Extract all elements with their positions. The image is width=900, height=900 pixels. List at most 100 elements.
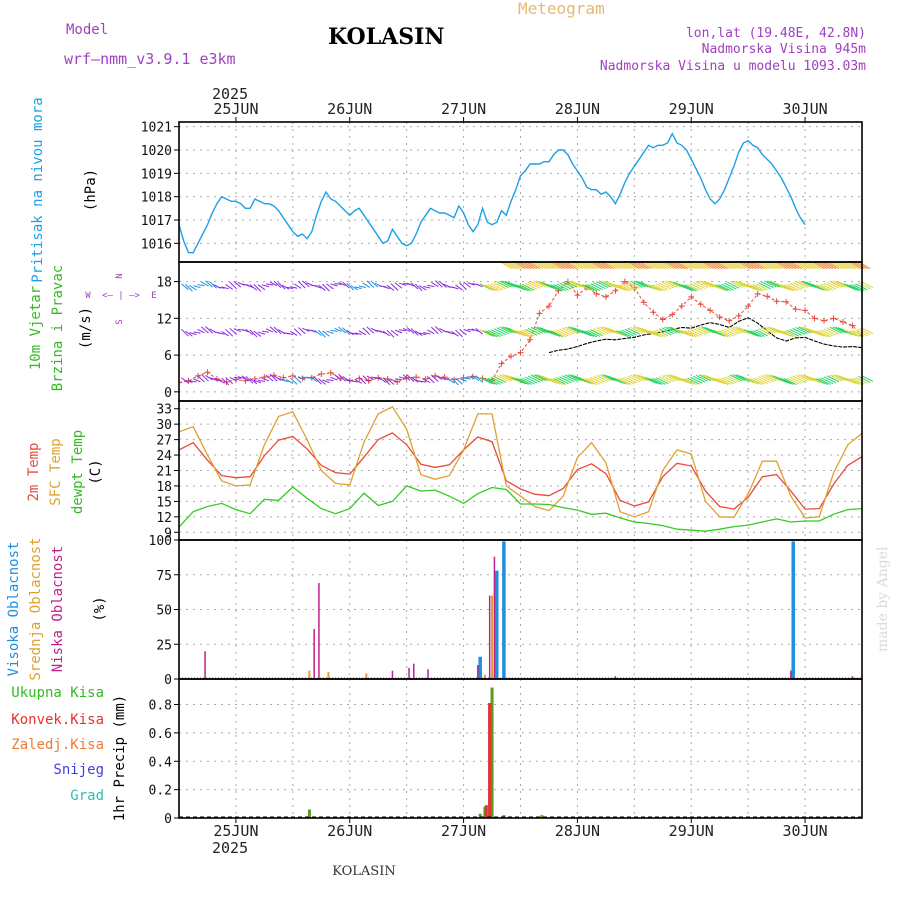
cloud-bar [408, 667, 410, 679]
wind-barb [479, 283, 492, 291]
wind-barb [302, 327, 310, 332]
wind-barb [655, 329, 669, 337]
wind-barb [684, 330, 697, 338]
wind-barb [326, 330, 334, 335]
pressure-line [178, 132, 806, 254]
precip-bar [540, 815, 544, 818]
wind-barb [650, 330, 663, 338]
cloud-title-low: Niska Oblacnost [50, 546, 66, 672]
wind-barb [760, 262, 771, 270]
wind-barb [225, 329, 234, 337]
wind-barb [768, 262, 780, 270]
wind-barb [459, 328, 467, 336]
wind-barb [205, 375, 213, 381]
wind-barb [724, 282, 737, 290]
temperature-ytick-label: 15 [156, 495, 172, 510]
wind-barb [370, 327, 379, 333]
wind-barb [443, 330, 451, 333]
wind-barb [482, 330, 495, 337]
wind-gust-marker [640, 299, 647, 306]
wind-barb [556, 283, 569, 291]
wind-barb [636, 374, 649, 382]
wind-barb [755, 283, 768, 291]
wind-barb [629, 262, 640, 270]
wind-barb [314, 329, 322, 336]
wind-gust-marker [517, 349, 524, 356]
wind-gust-marker [688, 293, 695, 300]
wind-barb [185, 379, 193, 384]
wind-barb [687, 284, 700, 291]
wind-barb [690, 376, 703, 384]
wind-barb [584, 378, 598, 386]
wind-barb [795, 326, 808, 334]
wind-barb [758, 376, 771, 383]
wind-barb [193, 285, 201, 289]
wind-barb [358, 376, 367, 385]
wind-barb [398, 282, 407, 286]
wind-barb [463, 281, 471, 288]
wind-barb [820, 329, 834, 337]
wind-barb [505, 374, 518, 382]
wind-barb [547, 284, 561, 291]
wind-barb [350, 380, 358, 383]
wind-barb [789, 328, 803, 336]
wind-barb [589, 262, 601, 270]
wind-barb [564, 280, 578, 288]
wind-barb [846, 330, 860, 337]
wind-barb [687, 377, 700, 385]
wind-barb [536, 280, 549, 288]
wind-barb [562, 375, 575, 383]
wind-barb [538, 262, 549, 270]
wind-barb [829, 374, 842, 382]
wind-barb [322, 379, 330, 384]
wind-barb [766, 280, 780, 288]
wind-barb [746, 284, 760, 292]
wind-barb [692, 282, 706, 289]
wind-barb [374, 329, 382, 332]
wind-barb [590, 283, 603, 291]
wind-barb [655, 283, 669, 291]
wind-barb [553, 330, 566, 338]
wind-barb [815, 284, 828, 292]
wind-barb [832, 280, 845, 288]
wind-barb [695, 327, 709, 334]
wind-barb [835, 374, 848, 382]
wind-barb [485, 284, 498, 292]
wind-gust-marker [327, 369, 334, 376]
wind-barb [293, 376, 302, 384]
wind-gust-marker [678, 303, 685, 310]
wind-barb [561, 262, 572, 270]
wind-barb [587, 377, 601, 385]
wind-barb [735, 280, 749, 288]
wind-barb [298, 376, 306, 381]
wind-barb [378, 330, 387, 334]
model-name: wrf–nmm_v3.9.1 e3km [64, 50, 236, 68]
wind-barb [729, 280, 743, 288]
wind-barb [541, 262, 552, 270]
wind-barb [366, 280, 375, 288]
wind-gust-marker [821, 317, 828, 324]
wind-barb [621, 329, 635, 337]
wind-barb [746, 330, 760, 337]
wind-barb [358, 285, 366, 288]
wind-barb [502, 326, 515, 334]
wind-barb [318, 378, 326, 385]
wind-barb [778, 283, 791, 291]
wind-barb [525, 282, 538, 290]
pressure-ytick-label: 1016 [141, 237, 172, 252]
wind-barb [382, 285, 391, 290]
wind-barb [755, 377, 768, 385]
wind-barb [778, 329, 791, 337]
wind-barb [664, 326, 677, 334]
temperature-ytick-label: 21 [156, 465, 172, 480]
wind-barb [521, 262, 532, 270]
wind-barb [695, 281, 709, 289]
wind-barb [502, 374, 515, 382]
wind-barb [802, 262, 814, 270]
wind-barb [257, 331, 266, 335]
wind-barb [743, 262, 754, 270]
wind-barb [823, 328, 837, 336]
wind-barb [513, 329, 527, 337]
wind-gust-marker [498, 360, 505, 367]
